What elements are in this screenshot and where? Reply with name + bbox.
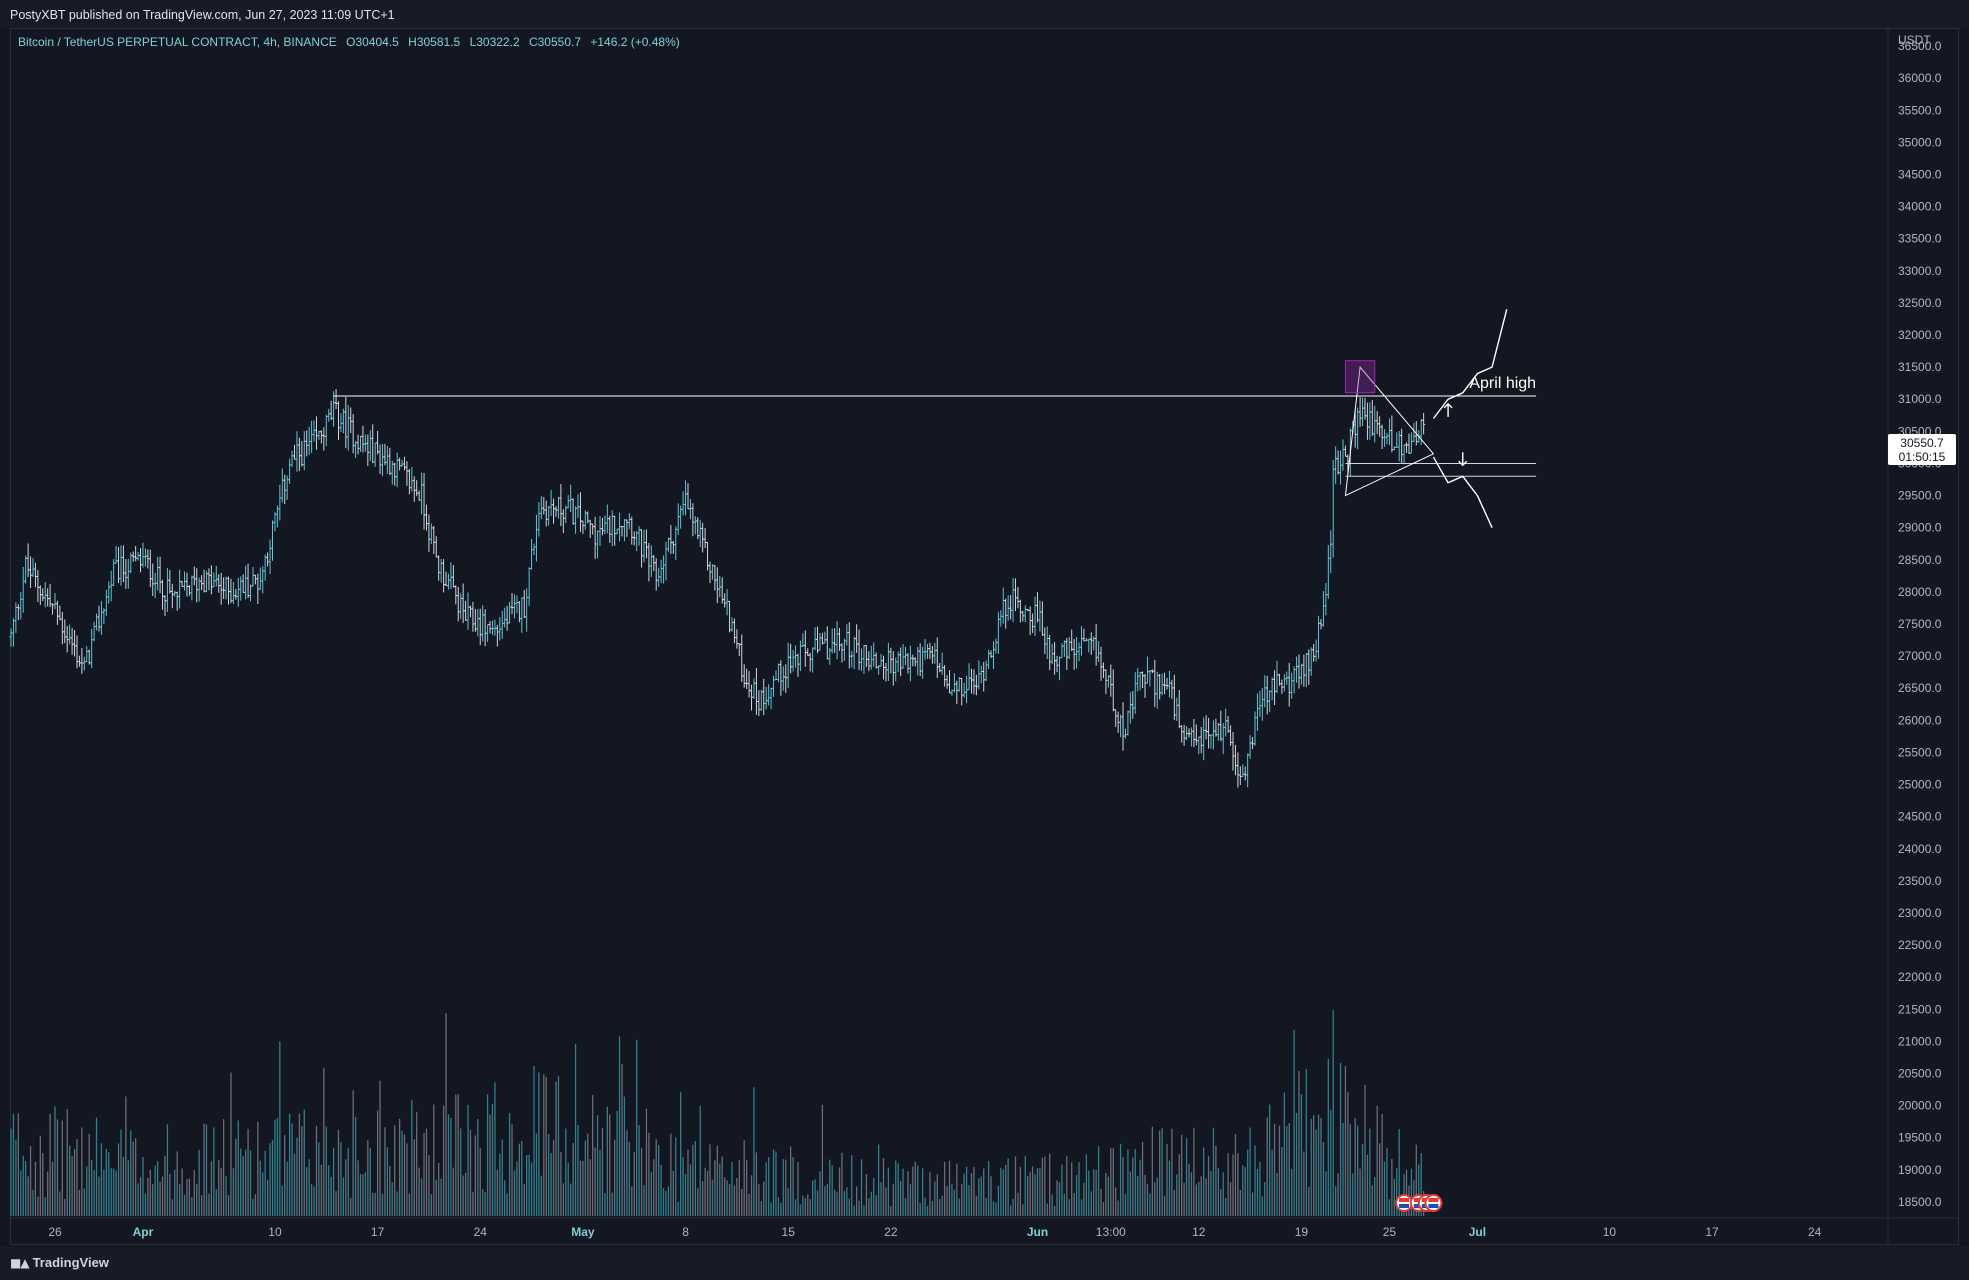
down-arrow-icon xyxy=(1458,452,1468,467)
bearish-scenario-path xyxy=(1432,456,1493,528)
y-tick-label: 23000.0 xyxy=(1898,906,1942,920)
highlight-box xyxy=(1344,360,1376,394)
x-tick-label: 13:00 xyxy=(1096,1225,1126,1239)
y-tick-label: 27500.0 xyxy=(1898,617,1942,631)
top-bar xyxy=(0,0,1969,28)
y-tick-label: 18500.0 xyxy=(1898,1195,1942,1209)
tradingview-logo-icon: ■▲ xyxy=(10,1256,30,1270)
up-arrow-icon xyxy=(1443,402,1453,417)
y-tick-label: 20500.0 xyxy=(1898,1067,1942,1081)
y-tick-label: 22500.0 xyxy=(1898,938,1942,952)
legend-change: +146.2 (+0.48%) xyxy=(590,35,680,49)
bullish-scenario-path xyxy=(1432,309,1508,419)
publisher-line: PostyXBT published on TradingView.com, J… xyxy=(10,8,395,22)
symbol-legend: Bitcoin / TetherUS PERPETUAL CONTRACT, 4… xyxy=(18,35,686,49)
legend-symbol: Bitcoin / TetherUS PERPETUAL CONTRACT, 4… xyxy=(18,35,337,49)
y-tick-label: 31500.0 xyxy=(1898,360,1942,374)
y-tick-label: 19000.0 xyxy=(1898,1163,1942,1177)
currency-label: USDT xyxy=(1898,33,1931,47)
y-tick-label: 35500.0 xyxy=(1898,103,1942,117)
y-tick-label: 26500.0 xyxy=(1898,681,1942,695)
y-tick-label: 26000.0 xyxy=(1898,713,1942,727)
x-tick-label: 10 xyxy=(1603,1225,1617,1239)
x-tick-label: 10 xyxy=(268,1225,282,1239)
y-tick-label: 33000.0 xyxy=(1898,264,1942,278)
april-high-label: April high xyxy=(1469,375,1536,392)
y-tick-label: 21500.0 xyxy=(1898,1002,1942,1016)
y-tick-label: 22000.0 xyxy=(1898,970,1942,984)
event-flag-stripe xyxy=(1399,1198,1410,1202)
y-tick-label: 32000.0 xyxy=(1898,328,1942,342)
y-tick-label: 19500.0 xyxy=(1898,1131,1942,1145)
y-tick-label: 21000.0 xyxy=(1898,1034,1942,1048)
y-tick-label: 29000.0 xyxy=(1898,521,1942,535)
y-tick-label: 31000.0 xyxy=(1898,392,1942,406)
event-flag-stripe xyxy=(1399,1204,1410,1208)
x-tick-label: Jul xyxy=(1469,1225,1486,1239)
y-tick-label: 28000.0 xyxy=(1898,585,1942,599)
event-flag-icon xyxy=(1395,1194,1414,1212)
y-tick-label: 27000.0 xyxy=(1898,649,1942,663)
y-tick-label: 29500.0 xyxy=(1898,489,1942,503)
y-tick-label: 34000.0 xyxy=(1898,200,1942,214)
triangle-pattern xyxy=(1344,365,1435,497)
x-tick-label: 24 xyxy=(474,1225,488,1239)
y-tick-label: 36500.0 xyxy=(1898,39,1942,53)
x-tick-label: 22 xyxy=(884,1225,898,1239)
y-tick-label: 34500.0 xyxy=(1898,167,1942,181)
x-tick-label: May xyxy=(571,1225,595,1239)
y-tick-label: 25000.0 xyxy=(1898,778,1942,792)
y-tick-label: 35000.0 xyxy=(1898,135,1942,149)
event-flag-stripe xyxy=(1428,1204,1439,1208)
tradingview-logo[interactable]: ■▲ TradingView xyxy=(10,1255,109,1270)
event-flag-icon xyxy=(1424,1194,1443,1212)
y-tick-label: 28500.0 xyxy=(1898,553,1942,567)
y-tick-label: 24000.0 xyxy=(1898,842,1942,856)
x-tick-label: 17 xyxy=(371,1225,385,1239)
x-tick-label: Jun xyxy=(1027,1225,1048,1239)
x-tick-label: 25 xyxy=(1383,1225,1397,1239)
y-tick-label: 32500.0 xyxy=(1898,296,1942,310)
y-tick-label: 20000.0 xyxy=(1898,1099,1942,1113)
footer-bar xyxy=(0,1246,1969,1280)
y-tick-label: 23500.0 xyxy=(1898,874,1942,888)
x-tick-label: Apr xyxy=(133,1225,154,1239)
x-tick-label: 8 xyxy=(682,1225,689,1239)
y-tick-label: 36000.0 xyxy=(1898,71,1942,85)
last-price-value: 30550.7 xyxy=(1900,436,1944,450)
legend-close: C30550.7 xyxy=(528,35,582,49)
x-tick-label: 24 xyxy=(1808,1225,1822,1239)
x-tick-label: 17 xyxy=(1705,1225,1719,1239)
y-tick-label: 25500.0 xyxy=(1898,745,1942,759)
legend-low: L30322.2 xyxy=(469,35,520,49)
y-tick-label: 24500.0 xyxy=(1898,810,1942,824)
last-price-tag: 30550.7 01:50:15 xyxy=(1888,434,1956,465)
x-tick-label: 12 xyxy=(1192,1225,1206,1239)
legend-open: O30404.5 xyxy=(346,35,399,49)
y-tick-label: 33500.0 xyxy=(1898,232,1942,246)
x-tick-label: 26 xyxy=(48,1225,62,1239)
tradingview-logo-text: TradingView xyxy=(32,1255,109,1270)
x-tick-label: 15 xyxy=(782,1225,796,1239)
legend-high: H30581.5 xyxy=(408,35,461,49)
event-flag-stripe xyxy=(1428,1198,1439,1202)
bar-countdown: 01:50:15 xyxy=(1898,450,1946,464)
x-tick-label: 19 xyxy=(1295,1225,1309,1239)
